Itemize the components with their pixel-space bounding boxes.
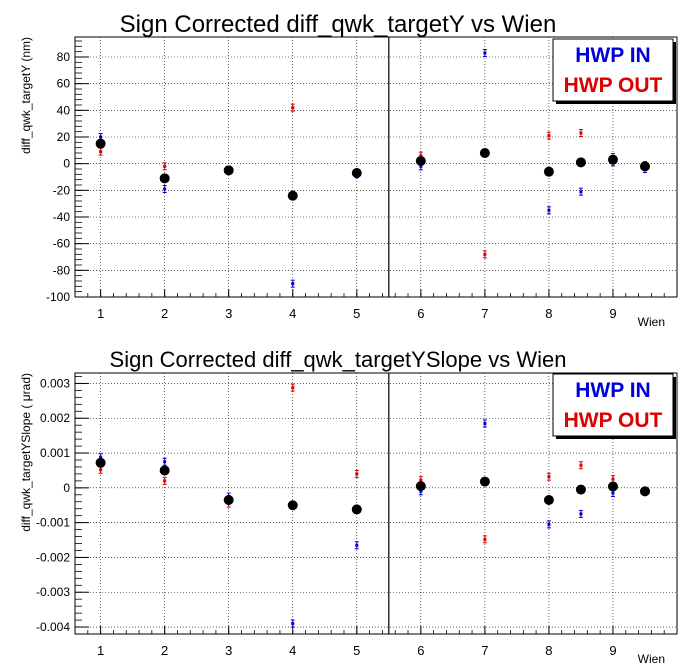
series-average bbox=[95, 457, 650, 515]
chart-panel-2: 1 2 3 4 5 6 7 8 9 0.003 0.002 0.001 0 -0.001 -0.002 -0.… bbox=[19, 347, 678, 666]
data-point bbox=[543, 166, 554, 177]
data-point bbox=[223, 495, 234, 506]
y-tick-label: 0.001 bbox=[40, 446, 70, 460]
data-point bbox=[607, 154, 618, 165]
x-tick-label: 8 bbox=[545, 306, 552, 321]
data-point bbox=[95, 138, 106, 149]
x-tick-label: 1 bbox=[97, 643, 104, 658]
x-tick-label: 6 bbox=[417, 306, 424, 321]
data-point bbox=[575, 157, 586, 168]
legend-entry: HWP OUT bbox=[564, 74, 663, 97]
x-tick-label: 9 bbox=[609, 643, 616, 658]
y-axis-label: diff_qwk_targetYSlope ( μrad) bbox=[19, 373, 33, 532]
data-point bbox=[415, 481, 426, 492]
y-tick-label: 0.003 bbox=[40, 376, 70, 390]
x-tick-label: 1 bbox=[97, 306, 104, 321]
y-tick-label: 40 bbox=[57, 103, 71, 117]
x-tick-label: 3 bbox=[225, 306, 232, 321]
data-point bbox=[546, 131, 551, 140]
x-tick-label: 5 bbox=[353, 643, 360, 658]
x-axis-label: Wien bbox=[638, 652, 665, 666]
legend: HWP IN HWP OUT bbox=[552, 38, 676, 104]
data-point bbox=[95, 457, 106, 468]
legend-entry: HWP OUT bbox=[564, 409, 663, 432]
data-point bbox=[546, 472, 551, 481]
legend-box bbox=[552, 38, 674, 102]
x-axis-label: Wien bbox=[638, 315, 665, 329]
data-point bbox=[482, 49, 487, 57]
y-tick-label: 60 bbox=[57, 77, 71, 91]
y-axis-label: diff_qwk_targetY (nm) bbox=[19, 37, 33, 154]
y-tick-label: -0.004 bbox=[36, 620, 70, 634]
x-tick-label: 9 bbox=[609, 306, 616, 321]
data-point bbox=[162, 457, 167, 466]
data-point bbox=[575, 484, 586, 495]
data-point bbox=[639, 486, 650, 497]
chart-panel-1: 1 2 3 4 5 6 7 8 9 80 60 40 20 0 -20 -40 -60 -80 -100 Sign C… bbox=[19, 11, 678, 329]
data-point bbox=[162, 185, 167, 193]
data-point bbox=[415, 156, 426, 166]
x-tick-label: 7 bbox=[481, 306, 488, 321]
data-point bbox=[546, 206, 551, 215]
data-point bbox=[578, 461, 583, 470]
x-tick-label: 2 bbox=[161, 306, 168, 321]
x-tick-label: 4 bbox=[289, 306, 296, 321]
data-point bbox=[290, 103, 295, 112]
data-point bbox=[162, 476, 167, 485]
data-point bbox=[351, 504, 362, 515]
chart-title: Sign Corrected diff_qwk_targetYSlope vs … bbox=[110, 347, 567, 372]
data-point bbox=[578, 129, 583, 137]
y-tick-label: -80 bbox=[53, 263, 71, 277]
data-point bbox=[639, 161, 650, 172]
data-point bbox=[546, 520, 551, 529]
y-tick-label: -0.003 bbox=[36, 585, 70, 599]
data-point bbox=[290, 279, 295, 288]
y-tick-label: 80 bbox=[57, 50, 71, 64]
data-point bbox=[354, 469, 359, 478]
series-average bbox=[95, 138, 650, 201]
data-point bbox=[159, 465, 170, 476]
legend-entry: HWP IN bbox=[575, 379, 650, 402]
y-tick-label: -20 bbox=[53, 183, 71, 197]
y-tick-label: -0.002 bbox=[36, 550, 70, 564]
data-point bbox=[607, 481, 618, 492]
data-point bbox=[162, 162, 167, 171]
y-tick-label: 0 bbox=[63, 481, 70, 495]
data-point bbox=[354, 541, 359, 550]
data-point bbox=[287, 190, 298, 201]
x-tick-label: 8 bbox=[545, 643, 552, 658]
legend: HWP IN HWP OUT bbox=[552, 373, 676, 439]
x-tick-label: 6 bbox=[417, 643, 424, 658]
data-point bbox=[543, 495, 554, 506]
data-point bbox=[578, 187, 583, 196]
data-point bbox=[223, 165, 234, 176]
legend-entry: HWP IN bbox=[575, 44, 650, 67]
data-point bbox=[290, 383, 295, 392]
data-point bbox=[482, 250, 487, 259]
data-point bbox=[159, 173, 170, 184]
data-point bbox=[287, 500, 298, 511]
y-tick-label: -0.001 bbox=[36, 516, 70, 530]
data-point bbox=[578, 509, 583, 518]
data-point bbox=[482, 535, 487, 544]
x-tick-label: 7 bbox=[481, 643, 488, 658]
data-point bbox=[290, 619, 295, 628]
y-tick-label: 0.002 bbox=[40, 411, 70, 425]
y-tick-label: -40 bbox=[53, 210, 71, 224]
data-point bbox=[479, 148, 490, 158]
data-point bbox=[482, 419, 487, 428]
x-tick-label: 2 bbox=[161, 643, 168, 658]
y-tick-label: 0 bbox=[63, 157, 70, 171]
y-tick-label: 20 bbox=[57, 130, 71, 144]
legend-box bbox=[552, 373, 674, 437]
x-tick-label: 4 bbox=[289, 643, 296, 658]
data-point bbox=[479, 476, 490, 487]
y-tick-label: -100 bbox=[46, 290, 70, 304]
x-tick-label: 3 bbox=[225, 643, 232, 658]
y-tick-label: -60 bbox=[53, 237, 71, 251]
x-tick-label: 5 bbox=[353, 306, 360, 321]
data-point bbox=[351, 168, 362, 178]
chart-title: Sign Corrected diff_qwk_targetY vs Wien bbox=[120, 11, 557, 38]
